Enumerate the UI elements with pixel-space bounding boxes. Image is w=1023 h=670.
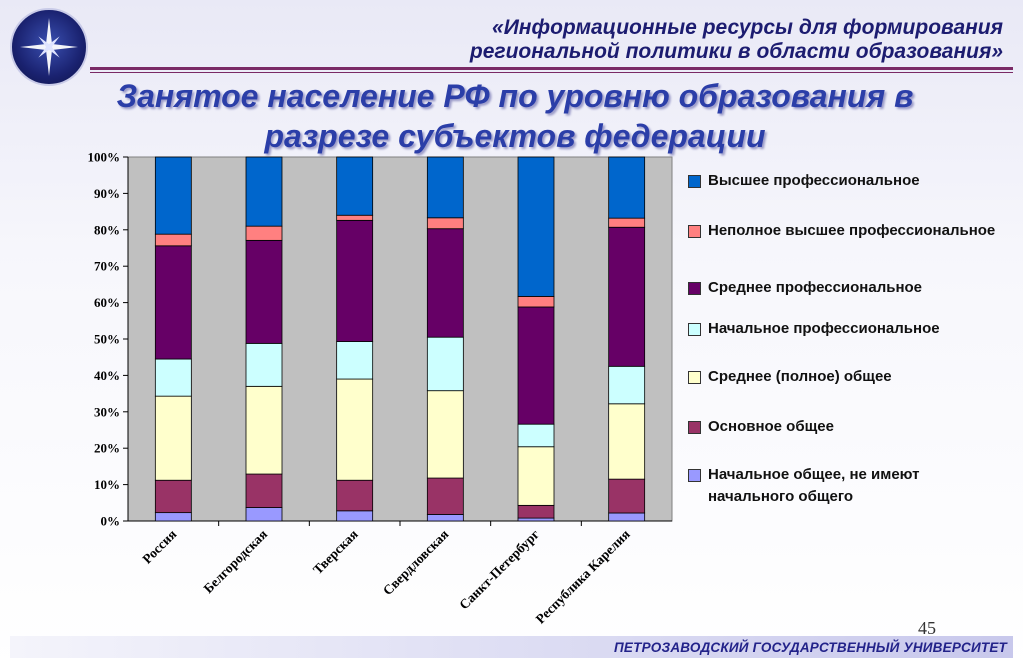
legend-item: Среднее профессиональное [688, 277, 1008, 299]
bar-segment [426, 477, 464, 515]
plot-area [127, 156, 673, 522]
legend-item: Начальное общее, не имеют начального общ… [688, 464, 1008, 508]
bar-segment [336, 479, 374, 512]
bar-segment [154, 395, 192, 481]
x-category-label: Россия [139, 527, 179, 567]
bar-segment [336, 378, 374, 481]
bar-segment [608, 217, 646, 228]
bar-segment [426, 156, 464, 219]
x-category-label: Белгородская [201, 527, 271, 597]
x-category-label: Тверская [310, 527, 361, 578]
page-number: 45 [918, 618, 936, 638]
bar-segment [517, 517, 555, 522]
bar-segment [154, 512, 192, 522]
legend-item: Среднее (полное) общее [688, 366, 1008, 388]
bar-segment [608, 365, 646, 405]
bar-segment [426, 228, 464, 338]
slide-title: Занятое население РФ по уровню образован… [60, 76, 970, 156]
bar-segment [608, 403, 646, 480]
legend-label: Среднее профессиональное [708, 279, 923, 296]
y-tick-label: 0% [101, 514, 121, 529]
bar-segment [608, 478, 646, 514]
bar-segment [517, 446, 555, 506]
legend-label: Начальное общее, не имеют начального общ… [708, 466, 920, 505]
legend-label: Неполное высшее профессиональное [708, 222, 996, 239]
footer-bar [10, 636, 1013, 658]
bar-segment [154, 233, 192, 247]
legend-label: Высшее профессиональное [708, 172, 920, 189]
y-tick-label: 60% [94, 295, 120, 310]
bar-segment [245, 385, 283, 475]
y-tick-label: 100% [88, 150, 121, 165]
bar-segment [245, 239, 283, 344]
bar-segment [154, 358, 192, 397]
bar-segment [336, 341, 374, 380]
footer-university-name: ПЕТРОЗАВОДСКИЙ ГОСУДАРСТВЕННЫЙ УНИВЕРСИТ… [614, 640, 1007, 655]
bar-segment [426, 514, 464, 522]
bar-segment [517, 296, 555, 308]
bar-segment [517, 504, 555, 519]
legend-item: Основное общее [688, 416, 1008, 438]
legend-label: Основное общее [708, 418, 834, 435]
bar-segment [154, 479, 192, 514]
bar-segment [245, 225, 283, 241]
header-line-1: «Информационные ресурсы для формирования [492, 16, 1003, 39]
legend-swatch [688, 469, 701, 482]
y-tick-label: 70% [94, 259, 120, 274]
bar-segment [245, 342, 283, 387]
y-tick-label: 50% [94, 332, 120, 347]
legend-swatch [688, 421, 701, 434]
y-tick-label: 10% [94, 477, 120, 492]
y-tick-label: 20% [94, 441, 120, 456]
legend-swatch [688, 371, 701, 384]
bar-segment [426, 390, 464, 479]
x-category-label: Санкт-Петербург [456, 527, 542, 613]
legend-item: Неполное высшее профессиональное [688, 220, 1008, 242]
bar-segment [245, 473, 283, 508]
y-tick-label: 80% [94, 222, 120, 237]
y-tick-label: 40% [94, 368, 120, 383]
legend-swatch [688, 282, 701, 295]
slide-title-line-2: разрезе субъектов федерации [264, 118, 766, 154]
bar-segment [517, 306, 555, 425]
star-icon [20, 18, 78, 76]
legend-label: Начальное профессиональное [708, 320, 940, 337]
legend-swatch [688, 225, 701, 238]
bar-segment [608, 156, 646, 219]
header-rule [90, 67, 1013, 70]
bar-segment [608, 226, 646, 367]
bar-segment [336, 219, 374, 342]
bar-segment [336, 510, 374, 522]
bar-segment [426, 336, 464, 392]
bar-segment [154, 156, 192, 235]
y-tick-label: 30% [94, 404, 120, 419]
university-star-logo-icon [10, 8, 88, 86]
bar-segment [608, 512, 646, 522]
bar-segment [517, 423, 555, 448]
bar-segment [336, 156, 374, 216]
bar-segment [336, 214, 374, 221]
bar-segment [245, 156, 283, 227]
x-category-label: Республика Карелия [533, 527, 633, 627]
header-line-2: региональной политики в области образова… [469, 40, 1003, 63]
header-rule-thin [90, 72, 1013, 73]
legend-label: Среднее (полное) общее [708, 368, 892, 385]
legend-swatch [688, 175, 701, 188]
legend-item: Начальное профессиональное [688, 318, 1008, 340]
bar-segment [426, 217, 464, 230]
bar-segment [245, 507, 283, 522]
presentation-header: «Информационные ресурсы для формирования… [323, 16, 1003, 64]
y-tick-label: 90% [94, 186, 120, 201]
slide-title-line-1: Занятое население РФ по уровню образован… [116, 78, 914, 114]
x-category-label: Свердловская [380, 527, 452, 599]
bar-segment [154, 245, 192, 360]
legend-item: Высшее профессиональное [688, 170, 1008, 192]
legend-swatch [688, 323, 701, 336]
bar-segment [517, 156, 555, 297]
